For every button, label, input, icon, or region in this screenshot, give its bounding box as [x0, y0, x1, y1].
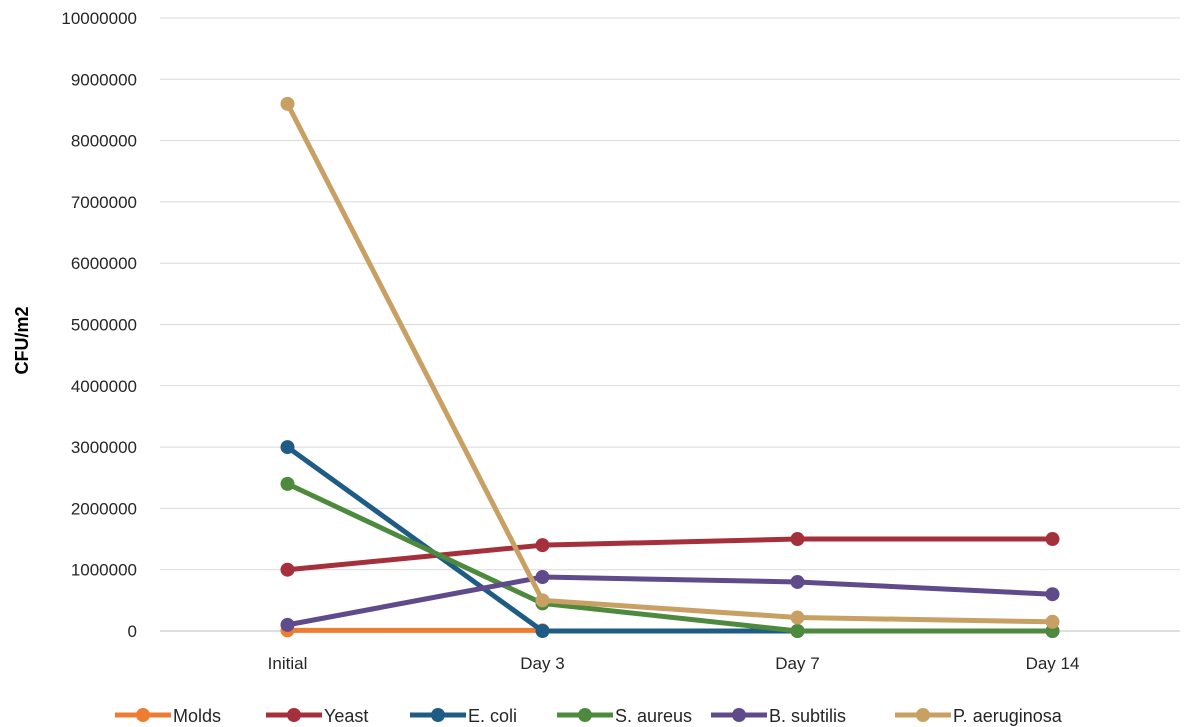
- data-point: [1045, 532, 1060, 547]
- data-point: [790, 532, 805, 547]
- y-tick-label: 3000000: [71, 438, 137, 457]
- legend-swatch-marker: [287, 708, 301, 722]
- legend-label: P. aeruginosa: [953, 706, 1063, 726]
- y-tick-label: 9000000: [71, 70, 137, 89]
- legend-swatch-marker: [732, 708, 746, 722]
- series-p-aeruginosa: [280, 96, 1060, 629]
- series-lines: [280, 96, 1060, 638]
- series-molds: [280, 623, 550, 638]
- series-yeast: [280, 532, 1060, 577]
- legend-label: E. coli: [468, 706, 517, 726]
- gridlines: [160, 17, 1180, 632]
- legend-item: Molds: [115, 706, 221, 726]
- legend-item: E. coli: [410, 706, 517, 726]
- x-tick-label: Day 3: [520, 654, 564, 673]
- legend-swatch-marker: [578, 708, 592, 722]
- legend-swatch-marker: [431, 708, 445, 722]
- legend-item: P. aeruginosa: [895, 706, 1063, 726]
- y-tick-label: 4000000: [71, 377, 137, 396]
- data-point: [535, 593, 550, 608]
- legend-label: Yeast: [324, 706, 368, 726]
- series-line: [285, 574, 1055, 628]
- data-point: [790, 624, 805, 638]
- y-axis-title: CFU/m2: [12, 306, 32, 374]
- y-tick-label: 0: [128, 622, 137, 641]
- series-line: [285, 536, 1055, 573]
- series-line: [285, 481, 1055, 634]
- legend-item: Yeast: [266, 706, 368, 726]
- y-tick-label: 6000000: [71, 254, 137, 273]
- data-point: [535, 538, 550, 553]
- data-point: [535, 570, 550, 585]
- data-point: [1045, 587, 1060, 602]
- data-point: [280, 562, 295, 577]
- legend-item: S. aureus: [557, 706, 692, 726]
- data-point: [790, 610, 805, 625]
- y-tick-label: 5000000: [71, 316, 137, 335]
- y-tick-label: 8000000: [71, 132, 137, 151]
- data-point: [280, 440, 295, 455]
- legend-swatch-marker: [916, 708, 930, 722]
- x-tick-label: Day 7: [775, 654, 819, 673]
- data-point: [535, 624, 550, 638]
- x-axis-tick-labels: Initial Day 3 Day 7 Day 14: [268, 654, 1080, 673]
- y-tick-label: 7000000: [71, 193, 137, 212]
- y-tick-label: 1000000: [71, 561, 137, 580]
- data-point: [280, 617, 295, 632]
- x-tick-label: Initial: [268, 654, 308, 673]
- data-point: [790, 574, 805, 589]
- y-axis-tick-labels: 0 1000000 2000000 3000000 4000000 5000000 6000…: [61, 9, 137, 641]
- y-tick-label: 2000000: [71, 499, 137, 518]
- legend-label: B. subtilis: [769, 706, 846, 726]
- data-point: [280, 476, 295, 491]
- legend-item: B. subtilis: [711, 706, 846, 726]
- series-line: [285, 101, 1055, 625]
- data-point: [280, 96, 295, 111]
- y-tick-label: 10000000: [61, 9, 137, 28]
- x-tick-label: Day 14: [1026, 654, 1080, 673]
- legend-label: Molds: [173, 706, 221, 726]
- series-b-subtilis: [280, 570, 1060, 632]
- legend-label: S. aureus: [615, 706, 692, 726]
- legend: Molds Yeast E. coli S. aureus B. subtilis P. …: [115, 706, 1063, 726]
- legend-swatch-marker: [136, 708, 150, 722]
- data-point: [1045, 614, 1060, 629]
